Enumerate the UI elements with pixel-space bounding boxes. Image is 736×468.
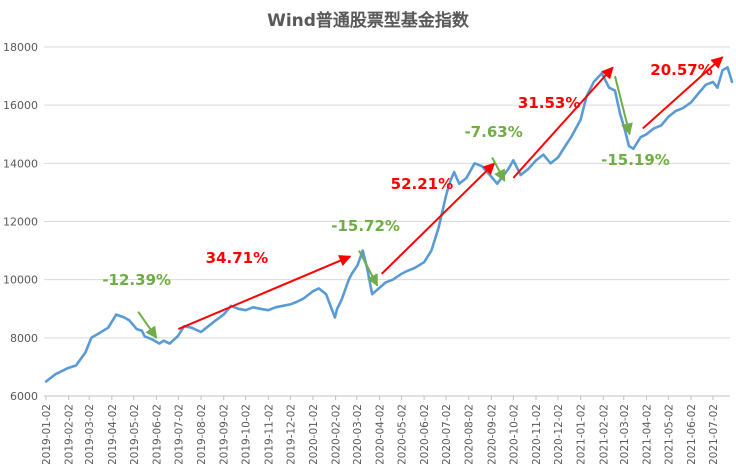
x-tick-label: 2019-02-02 [64, 404, 76, 464]
x-tick-label: 2019-08-02 [196, 404, 208, 464]
arrows [137, 56, 724, 339]
y-tick-label: 8000 [10, 332, 38, 345]
trend-arrow-5 [512, 66, 614, 179]
x-tick-label: 2019-10-02 [241, 404, 253, 464]
x-tick-label: 2020-03-02 [352, 404, 364, 464]
annotation-label: -12.39% [102, 271, 171, 289]
x-tick-label: 2021-04-02 [641, 404, 653, 464]
x-tick-label: 2020-11-02 [531, 404, 543, 464]
chart-title: Wind普通股票型基金指数 [267, 10, 470, 31]
y-tick-label: 18000 [3, 41, 38, 54]
y-tick-label: 12000 [3, 216, 38, 229]
x-tick-label: 2020-05-02 [396, 404, 408, 464]
x-tick-label: 2019-06-02 [151, 404, 163, 464]
annotations: -12.39% 34.71% -15.72% 52.21% -7.63% 31.53% -1… [102, 61, 712, 289]
x-tick-label: 2019-11-02 [263, 404, 275, 464]
x-tick-label: 2020-04-02 [375, 404, 387, 464]
trend-arrow-3 [380, 162, 496, 275]
x-tick-label: 2021-06-02 [686, 404, 698, 464]
annotation-label: 31.53% [518, 94, 580, 112]
x-tick-label: 2021-03-02 [619, 404, 631, 464]
trend-arrow-1 [177, 255, 352, 331]
trend-arrow-7 [642, 56, 724, 130]
annotation-label: 20.57% [650, 61, 712, 79]
trend-arrow-0 [137, 311, 158, 339]
annotation-label: -15.72% [331, 217, 400, 235]
x-tick-label: 2020-02-02 [331, 404, 343, 464]
x-tick-label: 2019-01-02 [41, 404, 53, 464]
x-tick-label: 2021-07-02 [708, 404, 720, 464]
x-tick-label: 2019-12-02 [285, 404, 297, 464]
x-tick-label: 2020-12-02 [553, 404, 565, 464]
x-tick-label: 2021-01-02 [576, 404, 588, 464]
x-tick-label: 2019-03-02 [84, 404, 96, 464]
annotation-label: 52.21% [391, 175, 453, 193]
x-tick-label: 2019-09-02 [219, 404, 231, 464]
y-axis: 6000 8000 10000 12000 14000 16000 18000 [3, 41, 38, 403]
y-tick-label: 6000 [10, 390, 38, 403]
trend-arrow-6 [614, 75, 633, 136]
x-tick-label: 2021-05-02 [663, 404, 675, 464]
x-tick-label: 2019-07-02 [173, 404, 185, 464]
y-tick-label: 10000 [3, 274, 38, 287]
annotation-label: -7.63% [464, 123, 522, 141]
trend-arrow-2 [358, 250, 379, 287]
x-axis: 2019-01-02 2019-02-02 2019-03-02 2019-04-02… [41, 395, 730, 465]
trend-arrow-4 [491, 157, 506, 182]
x-tick-label: 2020-06-02 [419, 404, 431, 464]
gridlines [44, 46, 730, 397]
x-tick-label: 2019-04-02 [107, 404, 119, 464]
x-tick-label: 2019-05-02 [129, 404, 141, 464]
annotation-label: -15.19% [601, 151, 670, 169]
y-tick-label: 16000 [3, 99, 38, 112]
x-tick-label: 2020-09-02 [486, 404, 498, 464]
x-tick-label: 2020-08-02 [464, 404, 476, 464]
annotation-label: 34.71% [206, 249, 268, 267]
x-tick-label: 2020-07-02 [441, 404, 453, 464]
x-tick-label: 2020-01-02 [308, 404, 320, 464]
x-tick-label: 2021-02-02 [598, 404, 610, 464]
y-tick-label: 14000 [3, 157, 38, 170]
x-tick-label: 2020-10-02 [508, 404, 520, 464]
